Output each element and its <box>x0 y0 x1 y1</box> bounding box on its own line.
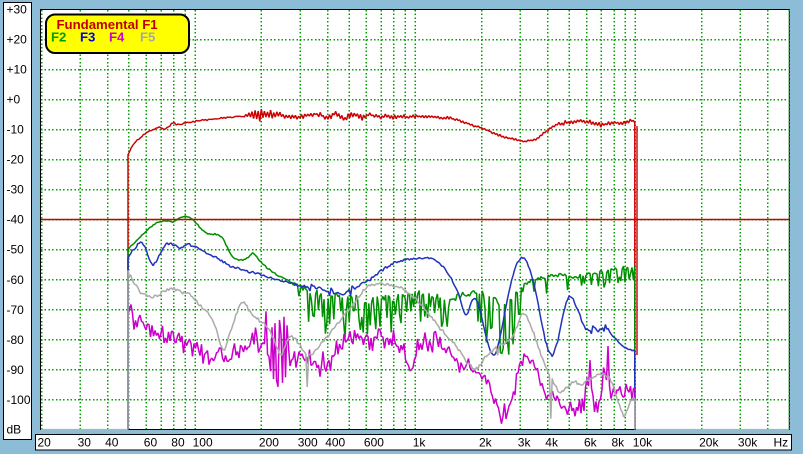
svg-text:1k: 1k <box>413 436 427 450</box>
svg-text:-80: -80 <box>7 333 25 347</box>
svg-text:+10: +10 <box>7 63 28 77</box>
svg-text:20: 20 <box>38 436 52 450</box>
svg-text:3k: 3k <box>518 436 532 450</box>
svg-text:-70: -70 <box>7 303 25 317</box>
svg-text:-100: -100 <box>7 393 31 407</box>
svg-text:200: 200 <box>259 436 279 450</box>
svg-text:-90: -90 <box>7 363 25 377</box>
svg-text:400: 400 <box>325 436 345 450</box>
svg-text:100: 100 <box>193 436 213 450</box>
svg-text:-40: -40 <box>7 213 25 227</box>
svg-text:F4: F4 <box>109 29 125 44</box>
svg-text:F3: F3 <box>80 29 95 44</box>
svg-text:2k: 2k <box>479 436 493 450</box>
svg-text:+0: +0 <box>7 93 21 107</box>
svg-text:-60: -60 <box>7 273 25 287</box>
svg-text:-50: -50 <box>7 243 25 257</box>
svg-text:20k: 20k <box>699 436 719 450</box>
svg-text:300: 300 <box>298 436 318 450</box>
svg-text:-10: -10 <box>7 123 25 137</box>
svg-text:30k: 30k <box>738 436 758 450</box>
svg-text:Hz: Hz <box>774 436 789 450</box>
svg-text:30: 30 <box>78 436 92 450</box>
svg-text:600: 600 <box>364 436 384 450</box>
svg-text:F5: F5 <box>140 29 155 44</box>
svg-text:60: 60 <box>144 436 158 450</box>
svg-text:-30: -30 <box>7 183 25 197</box>
svg-text:4k: 4k <box>545 436 559 450</box>
svg-text:+20: +20 <box>7 33 28 47</box>
svg-text:10k: 10k <box>633 436 653 450</box>
svg-text:40: 40 <box>105 436 119 450</box>
svg-text:8k: 8k <box>612 436 626 450</box>
svg-text:F2: F2 <box>51 29 66 44</box>
svg-text:6k: 6k <box>584 436 598 450</box>
svg-text:+30: +30 <box>7 3 28 17</box>
svg-text:80: 80 <box>171 436 185 450</box>
svg-text:Fundamental F1: Fundamental F1 <box>57 17 158 32</box>
svg-text:dB: dB <box>7 423 22 437</box>
svg-text:-20: -20 <box>7 153 25 167</box>
